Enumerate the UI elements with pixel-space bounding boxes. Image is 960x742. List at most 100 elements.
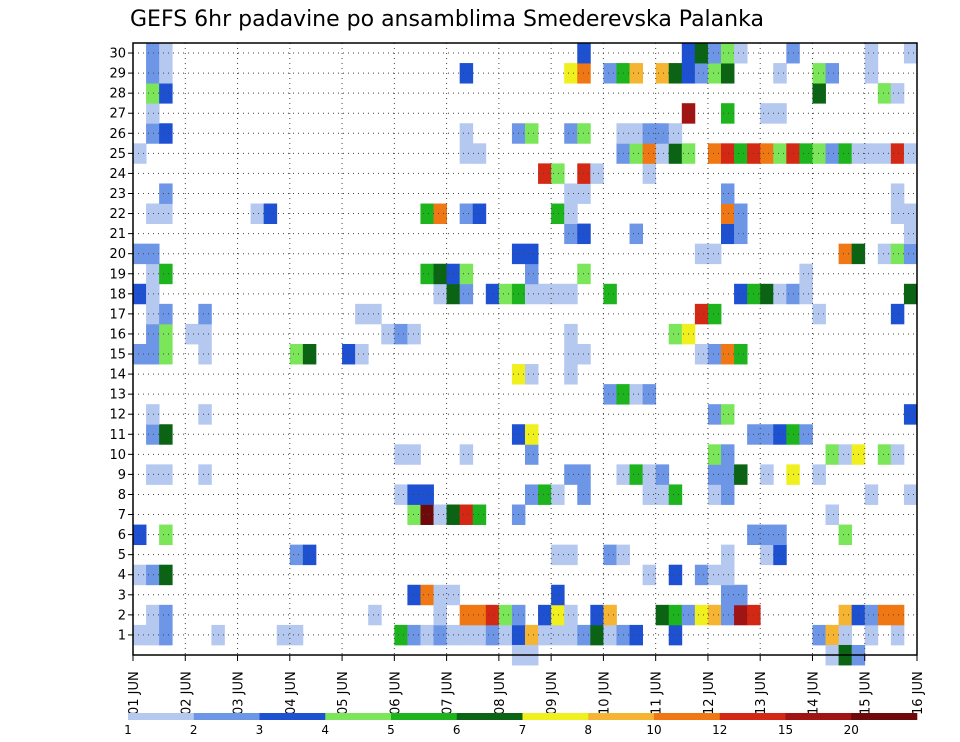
heatmap-cell — [564, 544, 578, 566]
heatmap-cell — [864, 484, 879, 505]
heatmap-cell — [721, 43, 735, 64]
heatmap-cell — [472, 604, 487, 626]
heatmap-cell — [721, 183, 735, 204]
heatmap-cell — [838, 243, 853, 265]
y-tick-label: 30 — [109, 47, 126, 62]
heatmap-cell — [799, 283, 813, 305]
y-tick-label: 24 — [109, 167, 126, 182]
heatmap-cell — [472, 504, 487, 525]
heatmap-cell — [159, 624, 173, 646]
heatmap-cell — [707, 343, 722, 365]
y-tick-label: 6 — [118, 528, 126, 543]
heatmap-cell — [668, 484, 683, 505]
x-tick-label: 07 JUN — [441, 671, 456, 715]
heatmap-cell — [760, 544, 774, 566]
heatmap-cell — [721, 464, 735, 485]
y-tick-label: 2 — [118, 608, 126, 623]
heatmap-cell — [694, 564, 709, 586]
heatmap-cell — [420, 504, 434, 525]
heatmap-cell — [694, 303, 709, 325]
heatmap-cell — [159, 203, 173, 224]
x-tick-label: 03 JUN — [232, 671, 247, 715]
heatmap-cell — [694, 343, 709, 365]
heatmap-cell — [133, 283, 147, 305]
heatmap-cell — [603, 283, 617, 305]
heatmap-cell — [198, 323, 212, 345]
heatmap-cell — [655, 604, 670, 626]
heatmap-cell — [159, 604, 173, 626]
heatmap-cell — [734, 223, 748, 245]
heatmap-cell — [603, 384, 617, 405]
heatmap-cell — [629, 63, 643, 84]
heatmap-cell — [668, 604, 683, 626]
colorbar-tick-label: 8 — [584, 723, 592, 737]
heatmap-cell — [864, 143, 879, 164]
heatmap-cell — [903, 404, 918, 425]
y-tick-label: 21 — [109, 227, 126, 242]
heatmap-cell — [655, 464, 670, 485]
heatmap-cell — [734, 283, 748, 305]
heatmap-cell — [864, 43, 879, 64]
x-tick-label: 06 JUN — [388, 671, 403, 715]
heatmap-cell — [890, 604, 905, 626]
heatmap-cell — [721, 343, 735, 365]
heatmap-cell — [133, 343, 147, 365]
heatmap-cell — [838, 604, 853, 626]
heatmap-cell — [146, 63, 160, 84]
heatmap-cell — [903, 484, 918, 505]
heatmap-cell — [433, 584, 447, 606]
y-tick-label: 9 — [118, 468, 126, 483]
x-tick-label: 15 JUN — [859, 671, 874, 715]
heatmap-cell — [159, 323, 173, 345]
heatmap-cell — [459, 504, 474, 525]
heatmap-cell — [146, 203, 160, 224]
heatmap-cell — [721, 564, 735, 586]
colorbar-tick-label: 6 — [453, 723, 461, 737]
colorbar-swatch — [391, 713, 458, 720]
chart-title: GEFS 6hr padavine po ansamblima Smederev… — [130, 7, 764, 32]
heatmap-cell — [146, 303, 160, 325]
y-tick-label: 4 — [118, 568, 126, 583]
x-tick-label: 13 JUN — [754, 671, 769, 715]
heatmap-cell — [564, 223, 578, 245]
y-tick-label: 23 — [109, 187, 126, 202]
colorbar-swatch — [325, 713, 392, 720]
heatmap-cell — [903, 143, 918, 164]
colorbar-swatch — [193, 713, 260, 720]
heatmap-cell — [734, 43, 748, 64]
heatmap-cell — [407, 504, 421, 525]
heatmap-cell — [564, 464, 578, 485]
heatmap-cell — [799, 143, 813, 164]
heatmap-cell — [773, 143, 787, 164]
y-tick-label: 8 — [118, 488, 126, 503]
colorbar-swatch — [128, 713, 195, 720]
heatmap-cell — [903, 223, 918, 245]
heatmap-cell — [812, 83, 826, 104]
heatmap-cell — [498, 283, 513, 305]
x-tick-label: 09 JUN — [545, 671, 560, 715]
heatmap-cell — [133, 564, 147, 586]
x-tick-label: 08 JUN — [493, 671, 508, 715]
heatmap-cell — [459, 63, 474, 84]
heatmap-cell — [564, 203, 578, 224]
heatmap-cell — [564, 343, 578, 365]
colorbar-tick-label: 3 — [256, 723, 264, 737]
heatmap-cell — [551, 163, 565, 184]
colorbar-tick-label: 4 — [321, 723, 329, 737]
heatmap-cell — [146, 323, 160, 345]
heatmap-cell — [707, 484, 722, 505]
heatmap-cell — [890, 83, 905, 104]
heatmap-cell — [603, 544, 617, 566]
heatmap-cell — [433, 504, 447, 525]
heatmap-cell — [564, 283, 578, 305]
heatmap-cell — [694, 243, 709, 265]
heatmap-cell — [551, 584, 565, 606]
heatmap-cell — [877, 143, 892, 164]
heatmap-cell — [694, 43, 709, 64]
heatmap-cell — [525, 243, 539, 265]
heatmap-cell — [642, 564, 657, 586]
heatmap-cell — [890, 444, 905, 465]
heatmap-cell — [146, 604, 160, 626]
heatmap-cell — [551, 484, 565, 505]
heatmap-cell — [302, 343, 317, 365]
